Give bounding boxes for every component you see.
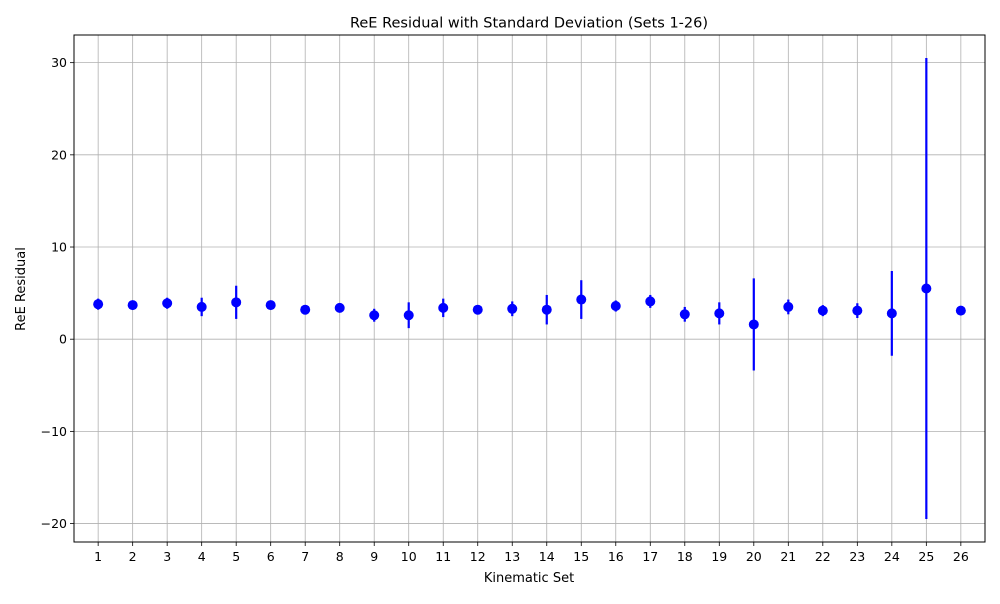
mean-point	[472, 304, 483, 315]
mean-point	[334, 302, 345, 313]
x-tick-label: 20	[746, 549, 762, 564]
x-tick-label: 23	[849, 549, 865, 564]
mean-point	[196, 301, 207, 312]
mean-point	[162, 298, 173, 309]
x-tick-label: 9	[370, 549, 378, 564]
mean-point	[127, 300, 138, 311]
mean-point	[507, 303, 518, 314]
mean-point	[541, 304, 552, 315]
x-tick-label: 4	[198, 549, 206, 564]
y-tick-label: 10	[51, 240, 67, 255]
chart-title: ReE Residual with Standard Deviation (Se…	[350, 16, 708, 32]
error-bars	[97, 58, 962, 519]
y-tick-label: 20	[51, 147, 67, 162]
x-tick-label: 25	[918, 549, 934, 564]
mean-point	[886, 308, 897, 319]
x-tick-label: 24	[884, 549, 900, 564]
mean-point	[93, 299, 104, 310]
x-tick-label: 1	[94, 549, 102, 564]
mean-point	[817, 305, 828, 316]
mean-point	[438, 302, 449, 313]
mean-points	[93, 283, 966, 330]
mean-point	[231, 297, 242, 308]
x-tick-label: 15	[573, 549, 589, 564]
plot-frame	[73, 34, 986, 543]
mean-point	[610, 301, 621, 312]
mean-point	[714, 308, 725, 319]
x-axis-label: Kinematic Set	[484, 571, 574, 586]
mean-point	[645, 296, 656, 307]
x-tick-label: 16	[608, 549, 624, 564]
mean-point	[852, 305, 863, 316]
mean-point	[748, 319, 759, 330]
x-tick-label: 3	[163, 549, 171, 564]
mean-point	[921, 283, 932, 294]
x-tick-label: 19	[711, 549, 727, 564]
y-axis-label: ReE Residual	[14, 247, 29, 331]
x-tick-label: 10	[401, 549, 417, 564]
mean-point	[265, 300, 276, 311]
x-tick-label: 12	[470, 549, 486, 564]
x-tick-label: 21	[780, 549, 796, 564]
x-tick-label: 8	[336, 549, 344, 564]
mean-point	[403, 310, 414, 321]
y-tick-label: −20	[41, 516, 67, 531]
grid	[74, 35, 985, 542]
mean-point	[955, 305, 966, 316]
y-tick-label: −10	[41, 424, 67, 439]
y-tick-label: 0	[59, 332, 67, 347]
y-axis-ticks: −20 −10 0 10 20 30	[41, 55, 74, 531]
x-tick-label: 17	[642, 549, 658, 564]
x-tick-label: 18	[677, 549, 693, 564]
x-axis-ticks: 1 2 3 4 5 6 7 8 9 10 11 12 13 14 15 16 17 18 19 20 21 22 23 24 2…	[94, 542, 969, 564]
x-tick-label: 6	[267, 549, 275, 564]
mean-point	[576, 294, 587, 305]
x-tick-label: 7	[301, 549, 309, 564]
mean-point	[679, 309, 690, 320]
x-tick-label: 22	[815, 549, 831, 564]
y-tick-label: 30	[51, 55, 67, 70]
mean-point	[300, 304, 311, 315]
x-tick-label: 13	[504, 549, 520, 564]
x-tick-label: 2	[129, 549, 137, 564]
x-tick-label: 26	[953, 549, 969, 564]
x-tick-label: 14	[539, 549, 555, 564]
mean-point	[783, 301, 794, 312]
x-tick-label: 11	[435, 549, 451, 564]
mean-point	[369, 310, 380, 321]
x-tick-label: 5	[232, 549, 240, 564]
